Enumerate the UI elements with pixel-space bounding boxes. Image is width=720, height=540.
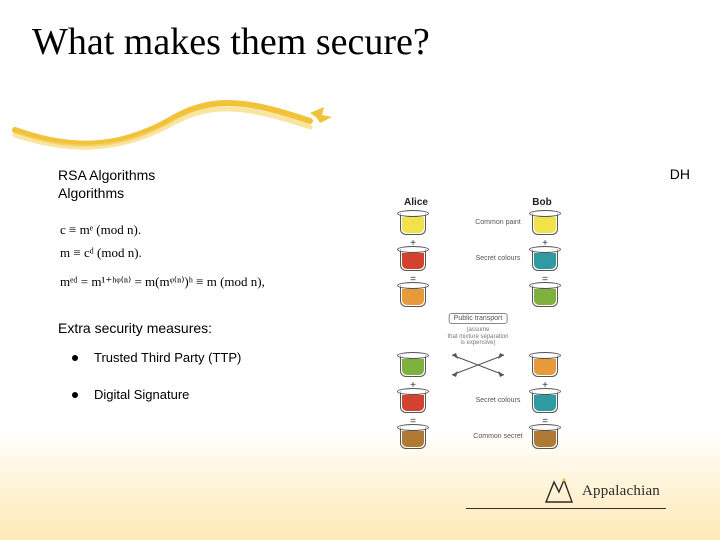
list-item: Trusted Third Party (TTP) — [72, 350, 241, 365]
beaker-icon — [400, 249, 426, 271]
logo-underline — [466, 508, 666, 509]
list-item: Digital Signature — [72, 387, 241, 402]
logo-text: Appalachian — [582, 483, 660, 500]
common-secret-label: Common secret — [463, 433, 533, 440]
university-logo: Appalachian — [544, 478, 660, 504]
beaker-icon — [532, 213, 558, 235]
rsa-formulas: c ≡ mᵉ (mod n). m ≡ cᵈ (mod n). mᵉᵈ = m¹… — [60, 220, 265, 294]
slide-title: What makes them secure? — [32, 20, 430, 64]
bob-label: Bob — [514, 197, 570, 208]
formula-line-3: mᵉᵈ = m¹⁺ʰᵠ⁽ⁿ⁾ = m(mᵠ⁽ⁿ⁾)ʰ ≡ m (mod n), — [60, 272, 265, 293]
bullet-text-2: Digital Signature — [94, 387, 189, 402]
beaker-icon — [400, 355, 426, 377]
beaker-icon — [532, 427, 558, 449]
bullet-list: Trusted Third Party (TTP) Digital Signat… — [72, 350, 241, 424]
common-paint-label: Common paint — [463, 219, 533, 226]
beaker-icon — [532, 391, 558, 413]
beaker-icon — [532, 355, 558, 377]
beaker-icon — [400, 427, 426, 449]
dh-diagram: Alice Bob Common paint + + Secret colour… — [368, 205, 588, 460]
alice-label: Alice — [388, 197, 444, 208]
formula-line-1: c ≡ mᵉ (mod n). — [60, 220, 265, 241]
secret-colours-label-2: Secret colours — [463, 397, 533, 404]
beaker-icon — [532, 249, 558, 271]
beaker-icon — [400, 391, 426, 413]
dh-heading: DH — [670, 166, 690, 182]
bullet-text-1: Trusted Third Party (TTP) — [94, 350, 241, 365]
beaker-icon — [400, 285, 426, 307]
beaker-icon — [532, 285, 558, 307]
bullet-dot-icon — [72, 355, 78, 361]
cross-arrows-icon — [448, 353, 508, 377]
bullet-dot-icon — [72, 392, 78, 398]
assume-label: (assumethat mixture separationis expensi… — [423, 327, 533, 347]
swoosh-decoration — [10, 95, 370, 150]
extra-heading: Extra security measures: — [58, 320, 212, 336]
logo-mark-icon — [544, 478, 574, 504]
formula-line-2: m ≡ cᵈ (mod n). — [60, 243, 265, 264]
beaker-icon — [400, 213, 426, 235]
secret-colours-label: Secret colours — [463, 255, 533, 262]
rsa-heading-line1: RSA AlgorithmsAlgorithms — [58, 167, 155, 201]
rsa-heading: RSA AlgorithmsAlgorithms — [58, 166, 155, 202]
public-transport-label: Public transport — [449, 313, 508, 324]
